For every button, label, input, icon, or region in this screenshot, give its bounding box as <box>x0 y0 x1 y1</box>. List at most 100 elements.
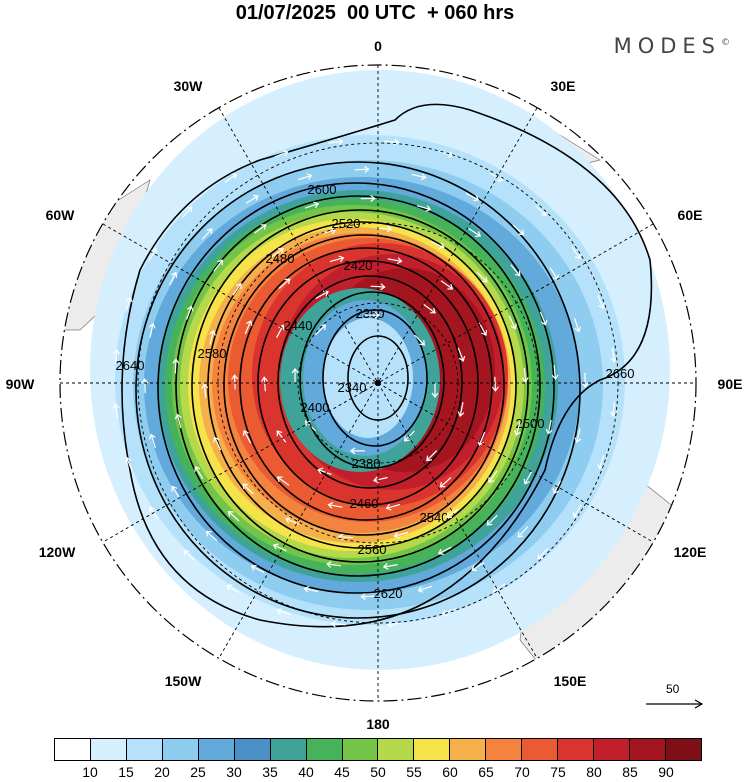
wind-vector-arrow <box>285 516 300 525</box>
wind-vector-arrow <box>125 456 133 472</box>
wind-vector-arrow <box>403 430 415 442</box>
wind-vector-arrow <box>510 264 521 277</box>
colorbar-tick-label: 70 <box>514 764 530 780</box>
wind-vector-arrow <box>572 504 582 518</box>
longitude-label-180: 180 <box>366 716 390 732</box>
wind-vector-arrow <box>417 585 433 593</box>
wind-vector-arrow <box>276 608 291 616</box>
colorbar-tick-label: 55 <box>406 764 422 780</box>
wind-vector-arrow <box>430 241 445 250</box>
wind-vector-arrow <box>571 246 581 260</box>
wind-vectors <box>112 138 618 628</box>
colorbar-segment <box>665 739 701 760</box>
wind-vector-arrow <box>360 195 376 202</box>
wind-vector-arrow <box>439 477 452 488</box>
contour-label: 2620 <box>374 586 403 601</box>
wind-vector-arrow <box>521 367 529 383</box>
wind-vector-arrow <box>297 173 313 181</box>
brand-name: MODES <box>613 34 721 58</box>
wind-vector-arrow <box>171 485 181 499</box>
wind-vector-arrow <box>373 476 388 484</box>
south-pole-marker <box>375 380 381 386</box>
wind-vector-arrow <box>242 483 254 495</box>
longitude-label-60w: 60W <box>45 207 75 223</box>
brand-logo: MODES© <box>614 34 730 58</box>
wind-vector-arrow <box>274 150 289 158</box>
contour-label: 2440 <box>284 318 313 333</box>
wind-vector-arrow <box>112 403 120 419</box>
wind-vector-arrow <box>213 259 223 272</box>
wind-vector-arrow <box>224 173 238 183</box>
wind-vector-arrow <box>545 419 553 435</box>
wind-vector-arrow <box>321 227 337 235</box>
wind-vector-arrow <box>227 510 240 522</box>
longitude-label-90e: 90E <box>717 376 743 392</box>
wind-vector-arrow <box>231 374 239 390</box>
wind-vector-arrow <box>457 347 466 362</box>
contour-label: 2600 <box>308 182 337 197</box>
colorbar-segment <box>126 739 163 760</box>
wind-vector-arrow <box>327 501 343 509</box>
contour-label: 2500 <box>516 416 545 431</box>
wind-vector-arrow <box>476 271 488 283</box>
colorbar-tick-label: 85 <box>622 764 638 780</box>
colorbar-segment <box>522 739 559 760</box>
contour-label: 2380 <box>352 456 381 471</box>
wind-vector-arrow <box>232 282 242 296</box>
colorbar-tick-label: 40 <box>298 764 314 780</box>
contour-label: 2400 <box>301 400 330 415</box>
colorbar-segment <box>342 739 379 760</box>
colorbar-tick-label: 65 <box>478 764 494 780</box>
colorbar-tick-label: 10 <box>82 764 98 780</box>
colorbar-segment <box>558 739 595 760</box>
wind-vector-arrow <box>431 383 439 398</box>
wind-vector-arrow <box>329 255 345 263</box>
contour-label: 2460 <box>350 496 379 511</box>
colorbar-tick-label: 15 <box>118 764 134 780</box>
wind-vector-arrow <box>377 225 393 233</box>
wind-vector-arrow <box>174 413 182 429</box>
colorbar-segment <box>162 739 199 760</box>
wind-vector-arrow <box>387 257 403 265</box>
wind-vector-arrow <box>574 428 582 444</box>
wind-vector-arrow <box>445 508 459 518</box>
wind-vector-arrow <box>457 402 465 417</box>
wind-vector-arrow <box>537 548 549 560</box>
wind-vector-arrow <box>414 334 426 346</box>
wind-vector-arrow <box>201 228 213 240</box>
wind-vector-arrow <box>205 530 218 542</box>
contour-label: 2520 <box>332 216 361 231</box>
wind-vector-arrow <box>244 320 253 335</box>
wind-vector-arrow <box>276 430 287 443</box>
longitude-label-30e: 30E <box>550 78 576 94</box>
wind-vector-arrow <box>272 543 287 552</box>
wind-vector-arrow <box>610 347 618 363</box>
map-disk: 2340 2360 2380 2400 2420 2440 2460 2480 … <box>60 65 696 701</box>
colorbar-tick-label: 80 <box>586 764 602 780</box>
wind-vector-arrow <box>384 138 400 146</box>
colorbar <box>54 738 702 761</box>
wind-vector-arrow <box>183 550 195 561</box>
longitude-label-150e: 150E <box>553 673 587 689</box>
arrow-right-icon <box>646 699 704 709</box>
contour-label: 2560 <box>358 542 387 557</box>
wind-vector-arrow <box>291 368 299 383</box>
longitude-label-0: 0 <box>374 38 382 54</box>
wind-vector-arrow <box>201 383 209 399</box>
longitude-label-120w: 120W <box>38 544 76 560</box>
wind-vector-arrow <box>330 620 346 628</box>
wind-vector-arrow <box>370 283 386 291</box>
colorbar-tick-label: 90 <box>658 764 674 780</box>
wind-vector-arrow <box>471 562 485 572</box>
contour-label: 2660 <box>606 366 635 381</box>
wind-vector-arrow <box>426 450 438 462</box>
wind-vector-arrow <box>360 593 376 601</box>
colorbar-tick-label: 75 <box>550 764 566 780</box>
wind-vector-arrow <box>508 315 517 330</box>
wind-vector-arrow <box>416 205 432 212</box>
contour-label: 2580 <box>198 346 227 361</box>
colorbar-segment <box>378 739 415 760</box>
wind-vector-arrow <box>149 506 159 520</box>
wind-vector-arrow <box>411 173 427 181</box>
wind-vector-arrow <box>209 329 216 345</box>
